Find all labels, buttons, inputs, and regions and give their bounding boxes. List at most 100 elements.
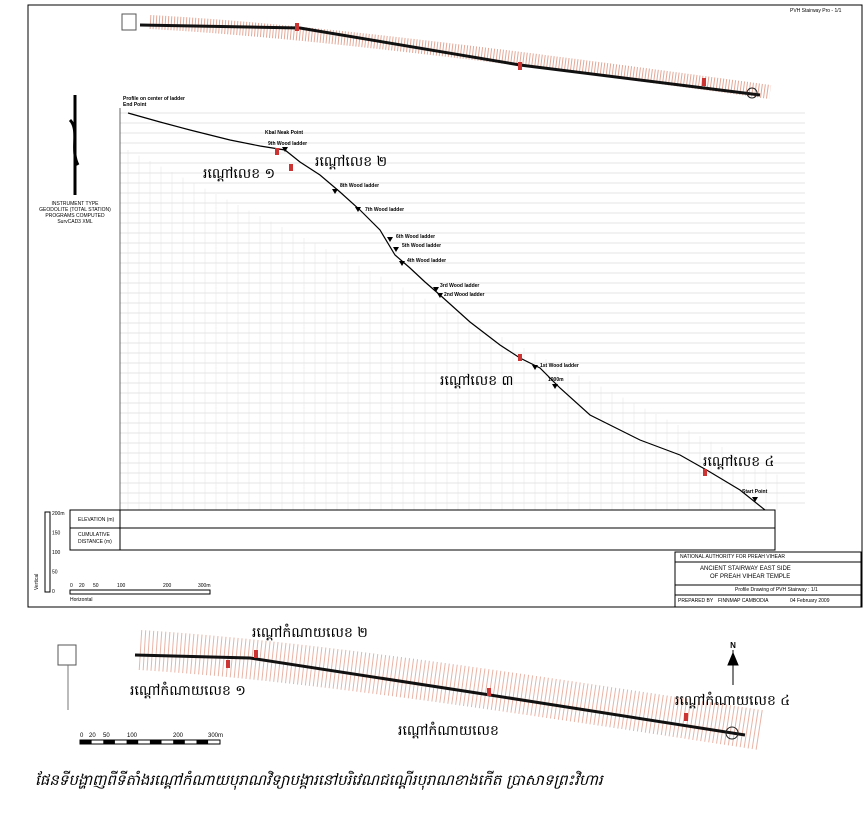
scale-segment: [149, 740, 162, 744]
marker: [387, 237, 393, 242]
label: 4th Wood ladder: [407, 258, 446, 264]
label: 7th Wood ladder: [365, 207, 404, 213]
scale-label: 150: [52, 531, 61, 537]
scale-label: 200m: [52, 511, 65, 517]
pit-label: រណ្តៅកំណាយលេខ ៤: [675, 691, 790, 709]
label: 2nd Wood ladder: [444, 292, 485, 298]
scale-label: 0: [70, 583, 73, 589]
scale-label: 300m: [198, 583, 211, 589]
sheet-frame: [27, 4, 863, 608]
label: 6th Wood ladder: [396, 234, 435, 240]
label: 1000m: [548, 377, 564, 383]
pit: [518, 354, 522, 361]
marker: [355, 207, 361, 212]
top-plan: [121, 13, 771, 99]
scale-label: 20: [89, 733, 96, 739]
label: 3rd Wood ladder: [440, 283, 479, 289]
prepared: PREPARED BY: [678, 598, 714, 604]
temple: [121, 13, 137, 31]
north: N: [730, 641, 736, 650]
marker: [282, 147, 288, 152]
pit-label: រណ្តៅលេខ ៤: [703, 454, 774, 470]
marker: [332, 189, 338, 194]
pit-label: រណ្តៅកំណាយលេខ ២: [252, 623, 368, 641]
marker: [433, 287, 439, 292]
scale-segment: [173, 740, 185, 744]
table-head: CUMULATIVE: [78, 532, 111, 538]
pit: [702, 78, 706, 86]
scale-label: 20: [79, 583, 85, 589]
scale-label: 0: [52, 589, 55, 595]
end-point: End Point: [123, 102, 147, 108]
scale-segment: [80, 740, 92, 744]
pit: [703, 469, 707, 476]
scale-label: 50: [52, 570, 58, 576]
pit-label: រណ្តៅលេខ ១: [203, 166, 275, 182]
instrument: GEODOLITE (TOTAL STATION): [39, 207, 111, 213]
profile-grid: [119, 108, 805, 510]
pit: [518, 62, 522, 70]
caption: ផែនទីបង្ហាញពីទីតាំងរណ្តៅកំណាយបុរាណវិទ្យា…: [35, 770, 605, 790]
stair-line: [139, 23, 761, 97]
sheet-label: PVH Stairway Pro - 1/1: [790, 8, 842, 14]
marker: [399, 261, 405, 266]
pit: [275, 148, 279, 155]
scale-label: 0: [80, 733, 84, 739]
pit-label: រណ្តៅកំណាយលេខ: [398, 721, 499, 739]
scale-label: 200: [163, 583, 172, 589]
label: 1st Wood ladder: [540, 363, 579, 369]
marker: [752, 497, 758, 502]
vertical-scale-labels: 200m 150 100 50 0: [52, 511, 65, 595]
data-table: [69, 509, 776, 551]
table-head: DISTANCE (m): [78, 539, 112, 545]
pit-label: រណ្តៅលេខ ៣: [440, 373, 514, 389]
scale-label: 200: [173, 733, 184, 739]
label: 5th Wood ladder: [402, 243, 441, 249]
authority: NATIONAL AUTHORITY FOR PREAH VIHEAR: [680, 554, 785, 560]
instrument: SurvCAD3 XML: [57, 219, 93, 225]
date: 04 February 2009: [790, 598, 830, 604]
end: [746, 87, 758, 99]
marker: [437, 293, 443, 298]
instrument: INSTRUMENT TYPE: [51, 201, 99, 207]
ladders: 9th Wood ladder 8th Wood ladder 7th Wood l…: [268, 141, 579, 370]
label: Start Point: [742, 489, 768, 495]
vertical-scale: [44, 511, 51, 593]
title-block: [674, 551, 862, 608]
scale-label: 50: [93, 583, 99, 589]
drawing-name: Profile Drawing of PVH Stairway : 1/1: [735, 587, 818, 593]
pit-label: រណ្តៅលេខ ២: [315, 154, 387, 170]
drawing-title: OF PREAH VIHEAR TEMPLE: [710, 574, 790, 580]
profile-title: Profile on center of ladder: [123, 96, 185, 102]
table-head: ELEVATION (m): [78, 517, 115, 523]
label: 8th Wood ladder: [340, 183, 379, 189]
scale-label: 100: [127, 733, 138, 739]
horizontal-scale-labels: 0 20 50 100 200 300m: [70, 583, 211, 589]
marker: [393, 247, 399, 252]
north-arrow: [68, 95, 80, 195]
pit-label: រណ្តៅកំណាយលេខ ១: [130, 681, 246, 699]
scale-caption: Horizontal: [70, 597, 93, 603]
scale-label: 100: [52, 550, 61, 556]
scale-label: 300m: [208, 733, 223, 739]
company: FINNMAP CAMBODIA: [718, 598, 769, 604]
horizontal-scale: [69, 589, 211, 595]
pit: [289, 164, 293, 171]
label: Kbal Neak Point: [265, 130, 303, 136]
scale-segment: [196, 740, 209, 744]
marker: [552, 384, 558, 389]
marker: [532, 365, 538, 370]
map-scale-labels: 0 20 50 100 200 300m: [80, 733, 223, 744]
scale-caption: Vertical: [34, 574, 40, 590]
instrument: PROGRAMS COMPUTED: [45, 213, 105, 219]
scale-label: 50: [103, 733, 110, 739]
plan-map: [57, 630, 764, 750]
scale-label: 100: [117, 583, 126, 589]
label: 9th Wood ladder: [268, 141, 307, 147]
drawing-title: ANCIENT STAIRWAY EAST SIDE: [700, 566, 791, 572]
profile-line: [127, 112, 766, 511]
scale-segment: [103, 740, 115, 744]
pit: [295, 23, 299, 31]
